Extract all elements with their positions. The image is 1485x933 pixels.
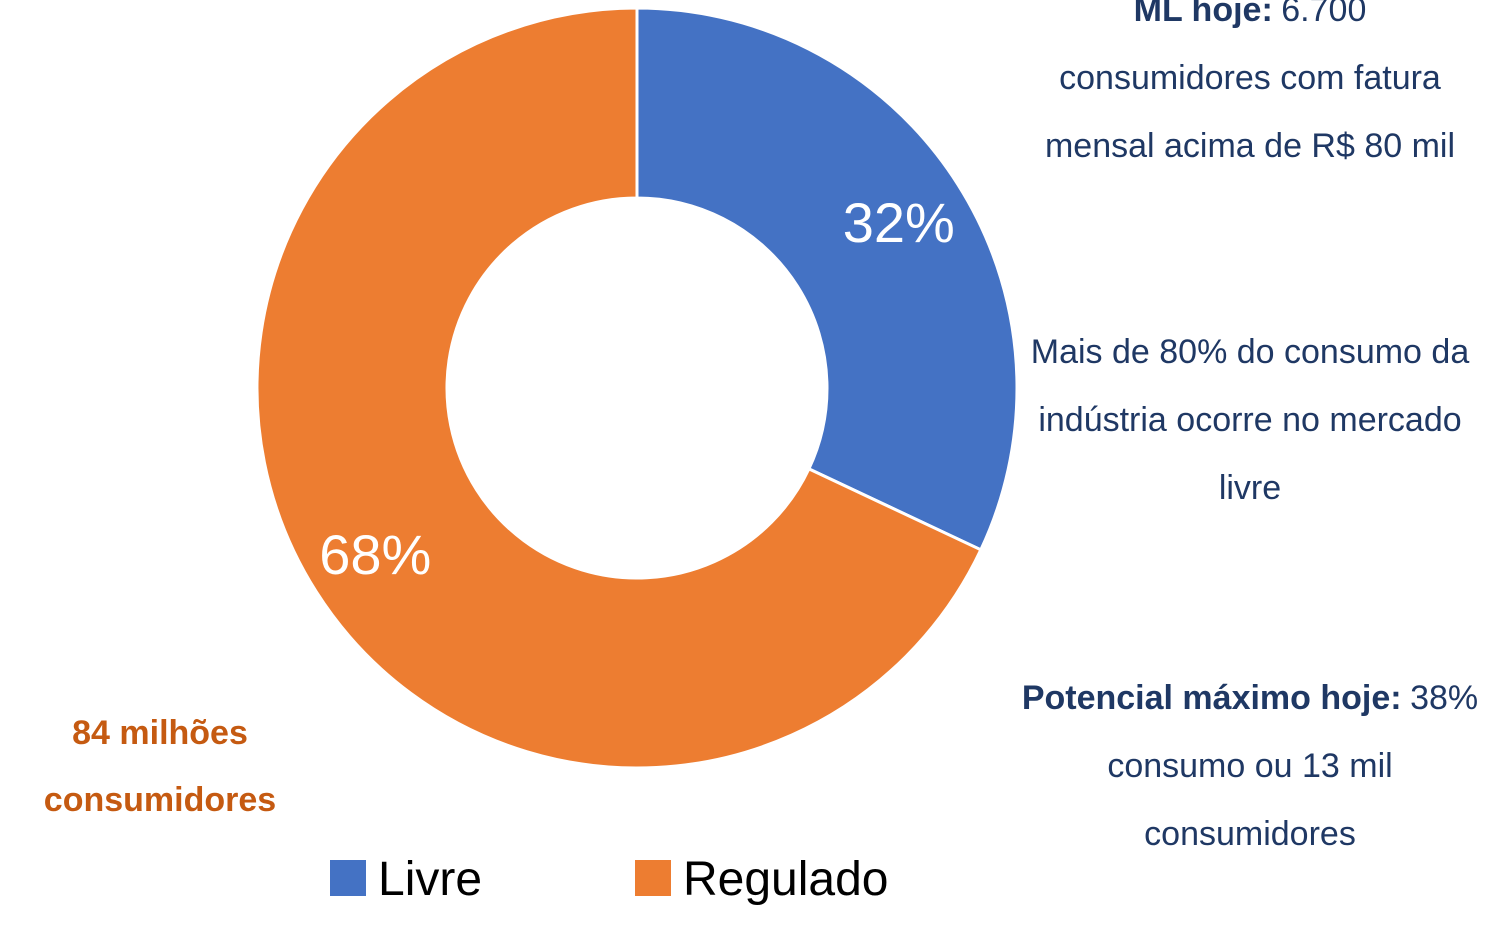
annotation-bold: Potencial máximo hoje: xyxy=(1021,679,1402,717)
annotation: Mais de 80% do consumo da indústria ocor… xyxy=(1030,318,1470,522)
annotation-text: 38% consumo ou 13 mil consumidores xyxy=(1107,679,1479,853)
annotation-text: 6.700 consumidores com fatura mensal aci… xyxy=(1044,0,1456,165)
annotation: ML hoje: 6.700 consumidores com fatura me… xyxy=(1030,0,1470,180)
legend-swatch xyxy=(330,860,366,896)
legend-label: Regulado xyxy=(683,853,889,906)
legend-swatch xyxy=(635,860,671,896)
data-label: 32% xyxy=(843,191,955,254)
donut-slice xyxy=(635,6,1019,552)
data-label: 68% xyxy=(319,523,431,586)
annotation-text: Mais de 80% do consumo da indústria ocor… xyxy=(1030,333,1470,507)
legend-label: Livre xyxy=(378,853,482,906)
donut-slice xyxy=(255,6,983,770)
regulated-note: 84 milhões consumidores xyxy=(43,714,277,819)
annotation: Potencial máximo hoje: 38% consumo ou 13 … xyxy=(1020,664,1480,868)
annotation-bold: ML hoje: xyxy=(1133,0,1273,29)
